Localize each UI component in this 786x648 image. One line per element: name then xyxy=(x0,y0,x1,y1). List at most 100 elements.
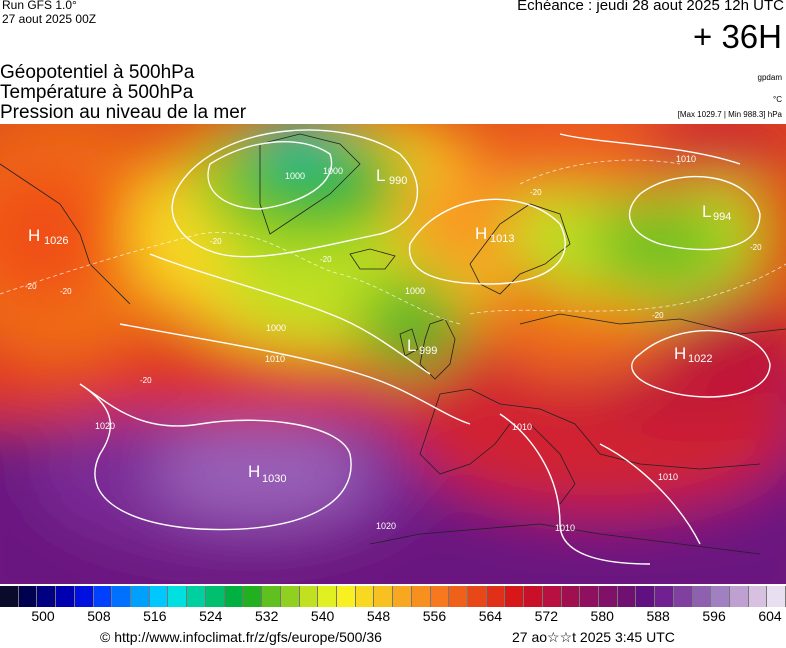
color-swatch xyxy=(93,586,113,607)
geopotential-field xyxy=(0,124,786,584)
color-swatch xyxy=(243,586,263,607)
color-swatch xyxy=(224,586,244,607)
center-letter: L xyxy=(376,166,385,185)
source-url: © http://www.infoclimat.fr/z/gfs/europe/… xyxy=(100,629,382,645)
high-center-balkans: H 1022 xyxy=(674,344,712,365)
run-date: 27 aout 2025 00Z xyxy=(2,12,97,26)
temperature-label: -20 xyxy=(750,243,762,252)
weather-map: H 1026 L 990 H 1013 L 994 L 999 H 1022 H… xyxy=(0,124,786,584)
color-scale-tick: 596 xyxy=(702,608,726,624)
center-letter: H xyxy=(28,226,40,245)
color-swatch xyxy=(449,586,468,607)
isobar-label: 1010 xyxy=(265,354,285,364)
temperature-label: -20 xyxy=(25,282,37,291)
color-swatch xyxy=(599,586,618,607)
color-swatch xyxy=(74,586,94,607)
color-swatch xyxy=(617,586,637,607)
color-scale-tick: 580 xyxy=(590,608,614,624)
color-swatch xyxy=(467,586,487,607)
color-scale-tick: 532 xyxy=(255,608,279,624)
color-swatch xyxy=(18,586,38,607)
color-scale-tick: 524 xyxy=(199,608,223,624)
center-value: 1013 xyxy=(490,233,514,245)
color-scale-tick: 556 xyxy=(422,608,447,624)
color-swatch xyxy=(730,586,749,607)
color-swatch xyxy=(318,586,337,607)
color-swatch xyxy=(280,586,300,607)
lead-time: + 36H xyxy=(693,18,782,55)
pressure-centers: H 1026 L 990 H 1013 L 994 L 999 H 1022 H… xyxy=(28,166,731,485)
color-swatch xyxy=(187,586,206,607)
center-letter: H xyxy=(248,462,260,481)
isobar-label: 1010 xyxy=(658,472,678,482)
high-center-azores: H 1030 xyxy=(248,462,286,485)
color-swatch xyxy=(355,586,375,607)
temperature-label: -20 xyxy=(210,237,222,246)
isobar-label: 1010 xyxy=(512,422,532,432)
color-swatch xyxy=(56,586,75,607)
color-swatch xyxy=(655,586,674,607)
coastlines xyxy=(0,133,786,555)
temperature-labels: -20 -20 -20 -20 -20 -20 -20 -20 xyxy=(25,188,762,385)
color-scale-tick: 588 xyxy=(646,608,670,624)
center-letter: L xyxy=(702,202,711,221)
isobars xyxy=(79,129,771,565)
center-value: 1030 xyxy=(262,473,286,485)
color-scale-ticks: 500 508 516 524 532 540 548 556 564 572 580 588 596 6… xyxy=(0,608,786,628)
temperature-label: -20 xyxy=(320,255,332,264)
isobar-label: 1010 xyxy=(555,523,575,533)
color-swatch xyxy=(580,586,599,607)
color-swatch xyxy=(112,586,132,607)
color-swatch xyxy=(673,586,693,607)
center-value: 1022 xyxy=(688,353,712,365)
color-scale-tick: 540 xyxy=(310,608,335,624)
color-swatch xyxy=(299,586,319,607)
color-swatch xyxy=(374,586,394,607)
color-scale-tick: 564 xyxy=(478,608,503,624)
color-swatch xyxy=(131,586,150,607)
color-swatch xyxy=(711,586,731,607)
color-swatch xyxy=(262,586,281,607)
temperature-label: -20 xyxy=(140,376,152,385)
high-center-west: H 1026 xyxy=(28,226,68,247)
temperature-contours xyxy=(0,159,786,325)
isobar-label: 1020 xyxy=(376,521,396,531)
forecast-valid-time: Echéance : jeudi 28 aout 2025 12h UTC xyxy=(517,0,784,14)
center-value: 999 xyxy=(419,345,437,357)
unit-celsius: °C xyxy=(773,95,782,104)
center-letter: H xyxy=(674,344,686,363)
low-center-east: L 994 xyxy=(702,202,731,223)
color-swatch xyxy=(37,586,57,607)
color-scale-tick: 516 xyxy=(143,608,167,624)
center-value: 1026 xyxy=(44,235,68,247)
color-scale-tick: 508 xyxy=(87,608,111,624)
color-scale-tick: 548 xyxy=(366,608,391,624)
color-swatch xyxy=(524,586,543,607)
color-swatch xyxy=(748,586,768,607)
high-center-scandinavia: H 1013 xyxy=(475,224,514,245)
color-swatch xyxy=(411,586,431,607)
isobar-label: 1000 xyxy=(405,286,425,296)
color-swatch xyxy=(336,586,356,607)
isobar-label: 1010 xyxy=(676,154,696,164)
generated-date: 27 ao☆☆t 2025 3:45 UTC xyxy=(512,629,675,645)
color-scale-tick: 604 xyxy=(758,608,782,624)
center-letter: L xyxy=(407,336,416,355)
color-swatch xyxy=(505,586,525,607)
color-swatch xyxy=(767,586,786,607)
isobar-label: 1000 xyxy=(266,323,286,333)
color-swatch xyxy=(486,586,506,607)
low-center-britain: L 999 xyxy=(407,336,437,357)
temperature-label: -20 xyxy=(530,188,542,197)
variable-geopotential: Géopotentiel à 500hPa xyxy=(0,62,195,83)
color-swatch xyxy=(205,586,225,607)
color-swatch xyxy=(168,586,188,607)
run-label: Run GFS 1.0° xyxy=(2,0,77,12)
low-center-north: L 990 xyxy=(376,166,407,187)
center-value: 990 xyxy=(389,175,407,187)
color-swatch xyxy=(393,586,412,607)
color-swatch xyxy=(636,586,656,607)
isobar-label: 1020 xyxy=(95,421,115,431)
unit-gpdam: gpdam xyxy=(757,73,782,82)
color-scale-tick: 500 xyxy=(31,608,55,624)
